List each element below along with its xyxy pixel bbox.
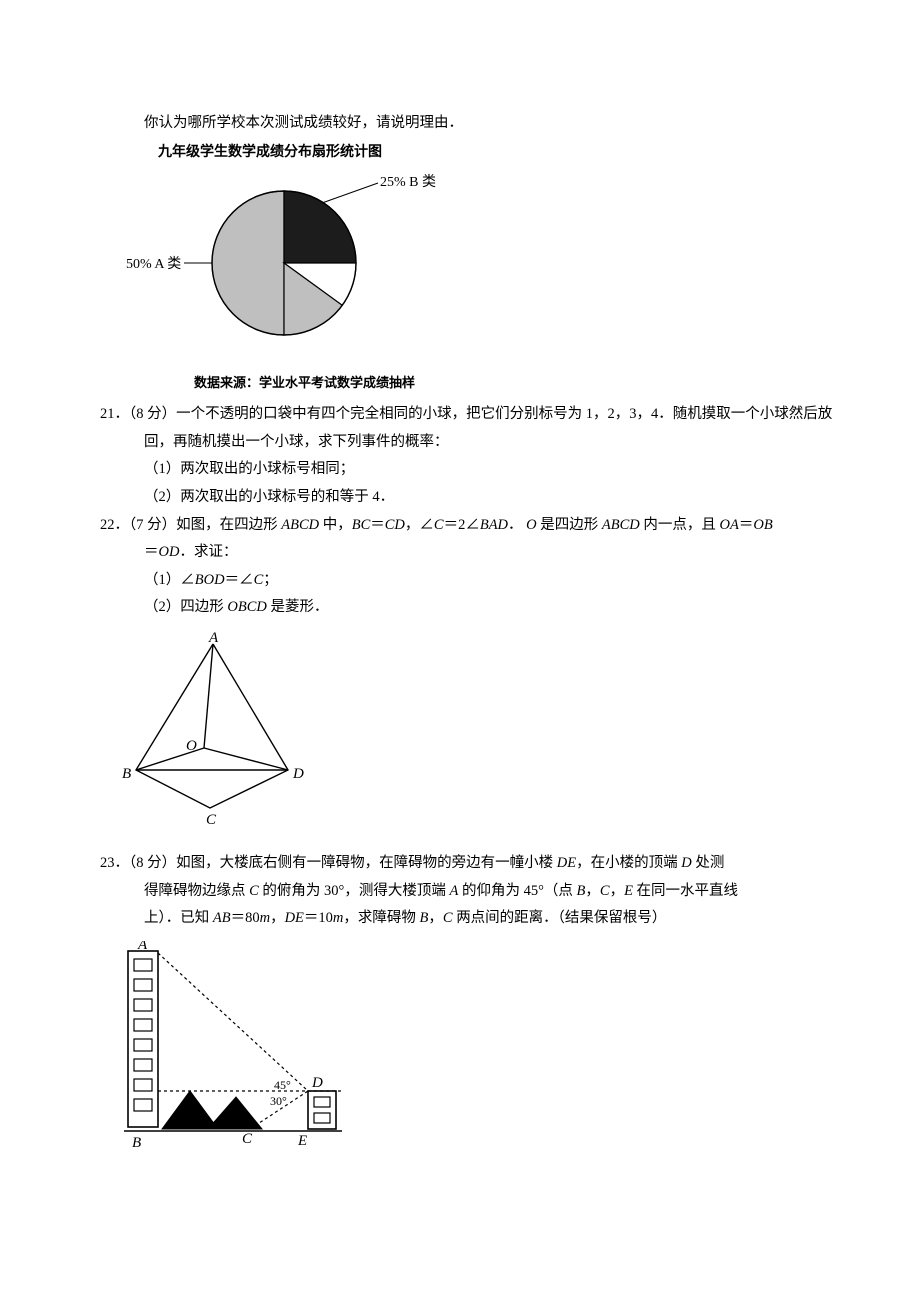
q23-l3b: ＝80	[231, 910, 260, 926]
q23-ab: AB	[213, 910, 231, 926]
intro-line: 你认为哪所学校本次测试成绩较好，请说明理由．	[100, 110, 840, 138]
q22-lbl-o: O	[186, 738, 197, 754]
q23-m2: m	[333, 910, 343, 926]
q22-obcd: OBCD	[227, 599, 266, 615]
q22-svg: A B D C O	[118, 630, 318, 830]
q22-ob: OB	[753, 517, 772, 533]
q22-lbl-d: D	[292, 766, 304, 782]
q22-oa: OA	[720, 517, 739, 533]
page-root: 你认为哪所学校本次测试成绩较好，请说明理由． 九年级学生数学成绩分布扇形统计图 …	[0, 0, 920, 1231]
q23-e: E	[624, 883, 633, 899]
q23-d: D	[681, 855, 691, 871]
q23-l2b: 的俯角为 30°，测得大楼顶端	[259, 883, 450, 899]
q23-l3f: 两点间的距离．（结果保留根号）	[453, 910, 667, 926]
q23-fD: D	[311, 1075, 323, 1091]
q22-c: C	[434, 517, 444, 533]
q22-p1: （1）∠BOD＝∠C；	[100, 567, 840, 595]
q22-lbl-a: A	[208, 630, 219, 646]
q23-l3d: ＝10	[304, 910, 333, 926]
pie-leader-b	[322, 183, 378, 203]
q22-t3: ，∠	[405, 517, 434, 533]
q23-fA: A	[137, 941, 148, 953]
q22-abcd: ABCD	[281, 517, 319, 533]
q22-abcd2: ABCD	[602, 517, 640, 533]
q22-lbl-c: C	[206, 812, 217, 828]
pie-source: 数据来源：学业水平考试数学成绩抽样	[124, 371, 840, 396]
q23-cpt2: C	[600, 883, 610, 899]
q23-l3: 上）．已知 AB＝80m，DE＝10m，求障碍物 B，C 两点间的距离．（结果保…	[100, 905, 840, 933]
q23-cpt3: C	[443, 910, 453, 926]
q23-a: A	[449, 883, 458, 899]
q22-header: 22．（7 分）如图，在四边形 ABCD 中，BC＝CD，∠C＝2∠BAD． O…	[100, 512, 840, 540]
q23-l2a: 得障碍物边缘点	[144, 883, 249, 899]
q23-l2d: 在同一水平直线	[633, 883, 738, 899]
q22-t1: 22．（7 分）如图，在四边形	[100, 517, 281, 533]
q23-svg: 45° 30° A B C D E	[110, 941, 360, 1151]
q23-de: DE	[557, 855, 576, 871]
q22-cd: CD	[385, 517, 405, 533]
q22-t2: 中，	[319, 517, 352, 533]
q22-p1-pre: （1）∠	[144, 572, 195, 588]
q23-fE: E	[297, 1133, 307, 1149]
q23-l3c: ，	[270, 910, 285, 926]
q22-t4: ＝2∠	[444, 517, 480, 533]
q23-comma2: ，	[610, 883, 625, 899]
q23-l2c: 的仰角为 45°（点	[458, 883, 576, 899]
pie-chart-svg: 25% B 类 50% A 类	[124, 168, 444, 358]
q23-fC: C	[242, 1131, 253, 1147]
q22-p1-end: ；	[263, 572, 278, 588]
q23-l2: 得障碍物边缘点 C 的俯角为 30°，测得大楼顶端 A 的仰角为 45°（点 B…	[100, 878, 840, 906]
q23-l1a: 23．（8 分）如图，大楼底右侧有一障碍物，在障碍物的旁边有一幢小楼	[100, 855, 557, 871]
pie-label-a: 50% A 类	[126, 256, 181, 272]
q23-de2: DE	[285, 910, 304, 926]
q22-cont-text: ．求证：	[179, 544, 237, 560]
q23-comma3: ，	[428, 910, 443, 926]
q22-eq1: ＝	[370, 517, 385, 533]
q22-od: OD	[159, 544, 180, 560]
q22-bc: BC	[352, 517, 371, 533]
q22-ao	[204, 644, 213, 748]
pie-label-b: 25% B 类	[380, 174, 436, 190]
q22-p2-pre: （2）四边形	[144, 599, 227, 615]
q23-ang30: 30°	[270, 1094, 287, 1108]
q23-comma1: ，	[585, 883, 600, 899]
q23-obstacle	[162, 1091, 262, 1129]
pie-slice-a	[212, 191, 284, 335]
q22-eq2: ＝	[739, 517, 754, 533]
q22-o: O	[526, 517, 536, 533]
pie-title: 九年级学生数学成绩分布扇形统计图	[124, 140, 840, 167]
q23-l1b: ，在小楼的顶端	[576, 855, 681, 871]
q22-t7: 内一点，且	[640, 517, 720, 533]
q23-figure: 45° 30° A B C D E	[110, 941, 840, 1162]
q22-do	[204, 748, 288, 770]
q23-l1: 23．（8 分）如图，大楼底右侧有一障碍物，在障碍物的旁边有一幢小楼 DE，在小…	[100, 850, 840, 878]
q22-bad: BAD	[480, 517, 508, 533]
q22-p1-mid: ＝∠	[225, 572, 254, 588]
q22-figure: A B D C O	[118, 630, 840, 841]
pie-slice-b	[284, 191, 356, 263]
q22-lbl-b: B	[122, 766, 131, 782]
q22-p2: （2）四边形 OBCD 是菱形．	[100, 594, 840, 622]
q23-l1c: 处测	[692, 855, 725, 871]
q22-p2-end: 是菱形．	[267, 599, 329, 615]
q22-c2: C	[254, 572, 264, 588]
q22-t5: ．	[508, 517, 526, 533]
q23-cpt: C	[249, 883, 259, 899]
q21-p1: （1）两次取出的小球标号相同；	[100, 456, 840, 484]
q23-m1: m	[260, 910, 270, 926]
q23-ang45: 45°	[274, 1078, 291, 1092]
q21-header: 21．（8 分）一个不透明的口袋中有四个完全相同的小球，把它们分别标号为 1，2…	[100, 401, 840, 456]
q21-p2: （2）两次取出的小球标号的和等于 4．	[100, 484, 840, 512]
q23-fB: B	[132, 1135, 141, 1151]
q22-cont: ＝OD．求证：	[100, 539, 840, 567]
q22-bod: BOD	[195, 572, 225, 588]
q22-t6: 是四边形	[537, 517, 602, 533]
pie-chart-block: 九年级学生数学成绩分布扇形统计图 25% B 类 50% A 类 数据来源：学业…	[124, 140, 840, 396]
q22-outer	[136, 644, 288, 808]
q23-l3e: ，求障碍物	[343, 910, 419, 926]
q23-l3a: 上）．已知	[144, 910, 213, 926]
